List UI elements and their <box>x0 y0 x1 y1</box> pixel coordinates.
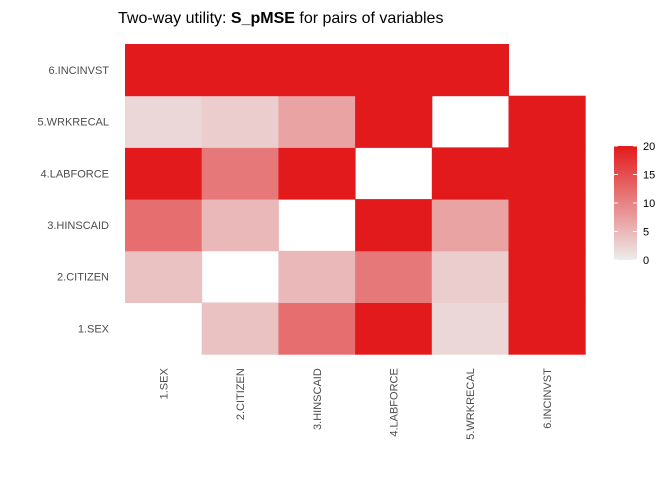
heatmap-cell <box>431 199 509 252</box>
heatmap-cell <box>125 199 203 252</box>
heatmap-cell <box>431 302 509 355</box>
heatmap-cell <box>355 199 433 252</box>
heatmap-cell <box>508 147 586 200</box>
heatmap-cell <box>355 302 433 355</box>
heatmap-cell <box>508 250 586 303</box>
x-tick-label: 1.SEX <box>158 368 170 400</box>
legend-colorbar <box>614 146 637 260</box>
x-axis-tick-labels: 1.SEX 2.CITIZEN 3.HINSCAID 4.LABFORCE 5.WRKR… <box>158 368 554 440</box>
y-tick-label: 4.LABFORCE <box>41 168 109 180</box>
heatmap-cell <box>201 44 279 97</box>
y-tick-label: 3.HINSCAID <box>47 220 109 232</box>
legend-tick-label: 10 <box>643 198 655 210</box>
y-tick-label: 6.INCINVST <box>48 65 109 77</box>
heatmap-cell <box>431 250 509 303</box>
heatmap-cell <box>278 250 356 303</box>
legend-tick-label: 20 <box>643 141 655 153</box>
heatmap-cell <box>125 44 203 97</box>
heatmap-cell <box>278 95 356 148</box>
heatmap-cell <box>201 95 279 148</box>
color-legend: 0 5 10 15 20 <box>614 141 655 267</box>
heatmap-cell <box>201 199 279 252</box>
x-tick-label: 5.WRKRECAL <box>465 368 477 440</box>
heatmap-cell <box>125 250 203 303</box>
y-tick-label: 5.WRKRECAL <box>37 117 109 129</box>
legend-tick-label: 5 <box>643 227 649 239</box>
heatmap-cell <box>355 44 433 97</box>
heatmap-cell <box>431 147 509 200</box>
heatmap-cell <box>355 95 433 148</box>
heatmap-cells <box>125 44 586 355</box>
chart-title-part-3: for pairs of variables <box>295 10 444 27</box>
heatmap-cell <box>508 95 586 148</box>
heatmap-cell <box>278 44 356 97</box>
x-tick-label: 3.HINSCAID <box>312 368 324 430</box>
y-tick-label: 1.SEX <box>78 323 110 335</box>
heatmap-cell <box>278 302 356 355</box>
heatmap-cell <box>201 147 279 200</box>
heatmap-cell <box>508 302 586 355</box>
heatmap-cell <box>278 147 356 200</box>
heatmap-cell <box>508 199 586 252</box>
heatmap-cell <box>201 302 279 355</box>
legend-tick-label: 15 <box>643 170 655 182</box>
legend-tick-label: 0 <box>643 255 649 267</box>
chart-title: Two-way utility: S_pMSE for pairs of var… <box>118 10 443 27</box>
y-tick-label: 2.CITIZEN <box>57 272 109 284</box>
x-tick-label: 4.LABFORCE <box>389 368 401 436</box>
x-tick-label: 2.CITIZEN <box>235 368 247 420</box>
x-tick-label: 6.INCINVST <box>542 368 554 429</box>
chart-title-part-1: Two-way utility: <box>118 10 231 27</box>
y-axis-tick-labels: 1.SEX 2.CITIZEN 3.HINSCAID 4.LABFORCE 5.WRKR… <box>37 65 109 336</box>
heatmap-cell <box>355 250 433 303</box>
heatmap-cell <box>125 95 203 148</box>
heatmap-cell <box>431 44 509 97</box>
chart-title-part-2: S_pMSE <box>231 10 295 27</box>
heatmap-cell <box>125 147 203 200</box>
